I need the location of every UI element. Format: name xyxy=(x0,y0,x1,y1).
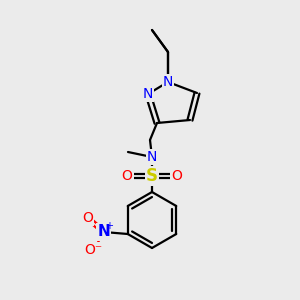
Text: N: N xyxy=(163,75,173,89)
Text: N: N xyxy=(143,87,153,101)
Text: S: S xyxy=(146,167,158,185)
Text: O: O xyxy=(172,169,182,183)
Text: N: N xyxy=(98,224,110,239)
Text: O⁻: O⁻ xyxy=(85,243,103,257)
Text: O: O xyxy=(122,169,132,183)
Text: +: + xyxy=(105,221,113,231)
Text: N: N xyxy=(147,150,157,164)
Text: O: O xyxy=(82,211,93,225)
